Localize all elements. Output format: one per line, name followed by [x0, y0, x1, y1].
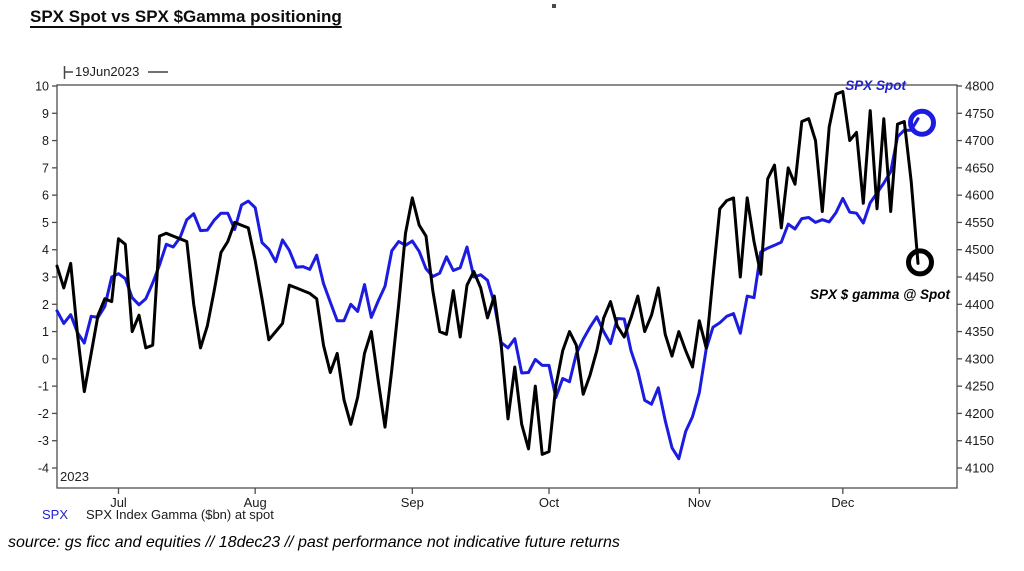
- left-axis-tick-label: 9: [42, 107, 49, 121]
- x-axis-tick-label: Oct: [539, 495, 560, 510]
- left-axis-tick-label: 3: [42, 271, 49, 285]
- right-axis-tick-label: 4500: [965, 242, 994, 257]
- x-axis-tick-label: Nov: [688, 495, 712, 510]
- left-axis-tick-label: 8: [42, 134, 49, 148]
- right-axis-tick-label: 4200: [965, 406, 994, 421]
- right-axis-tick-label: 4350: [965, 324, 994, 339]
- gamma-line: [55, 90, 920, 456]
- gamma-end-circle: [906, 248, 934, 277]
- spx-end-circle: [908, 108, 936, 137]
- legend-gamma-label: SPX Index Gamma ($bn) at spot: [86, 507, 274, 522]
- right-axis-tick-label: 4650: [965, 160, 994, 175]
- chart-title: SPX Spot vs SPX $Gamma positioning: [30, 7, 342, 26]
- right-axis-tick-label: 4250: [965, 379, 994, 394]
- spx-spot-label: SPX Spot: [845, 78, 906, 93]
- left-axis-tick-label: 0: [42, 352, 49, 366]
- right-axis-tick-label: 4450: [965, 270, 994, 285]
- left-axis-tick-label: 10: [35, 80, 49, 94]
- left-axis-tick-label: 1: [42, 325, 49, 339]
- left-axis-tick-label: 7: [42, 161, 49, 175]
- left-axis-tick-label: -1: [38, 380, 49, 394]
- right-axis-tick-label: 4800: [965, 79, 994, 94]
- x-axis-tick-label: Sep: [401, 495, 424, 510]
- left-axis-tick-label: -3: [38, 434, 49, 448]
- start-date-annotation: 19Jun2023: [75, 64, 140, 79]
- right-axis-tick-label: 4150: [965, 433, 994, 448]
- right-axis-tick-label: 4400: [965, 297, 994, 312]
- x-axis-tick-label: Jul: [110, 495, 127, 510]
- left-axis-tick-label: 2: [42, 298, 49, 312]
- top-dot-artifact: [552, 4, 556, 8]
- left-axis-tick-label: 5: [42, 216, 49, 230]
- source-note: source: gs ficc and equities // 18dec23 …: [8, 534, 620, 551]
- x-axis-tick-label: Dec: [831, 495, 855, 510]
- spx-line: [55, 117, 920, 461]
- right-axis-tick-label: 4100: [965, 461, 994, 476]
- right-axis-tick-label: 4300: [965, 351, 994, 366]
- x-axis-tick-label: Aug: [244, 495, 267, 510]
- right-axis-tick-label: 4700: [965, 133, 994, 148]
- plot-frame: [56, 84, 958, 489]
- left-axis-tick-label: 6: [42, 189, 49, 203]
- right-axis-tick-label: 4550: [965, 215, 994, 230]
- legend-spx-label: SPX: [42, 507, 69, 522]
- right-axis-tick-label: 4600: [965, 188, 994, 203]
- gamma-at-spot-label: SPX $ gamma @ Spot: [810, 287, 950, 302]
- left-axis-tick-label: -2: [38, 407, 49, 421]
- year-label: 2023: [60, 469, 89, 484]
- left-axis-tick-label: 4: [42, 243, 49, 257]
- left-axis-tick-label: -4: [38, 462, 49, 476]
- right-axis-tick-label: 4750: [965, 106, 994, 121]
